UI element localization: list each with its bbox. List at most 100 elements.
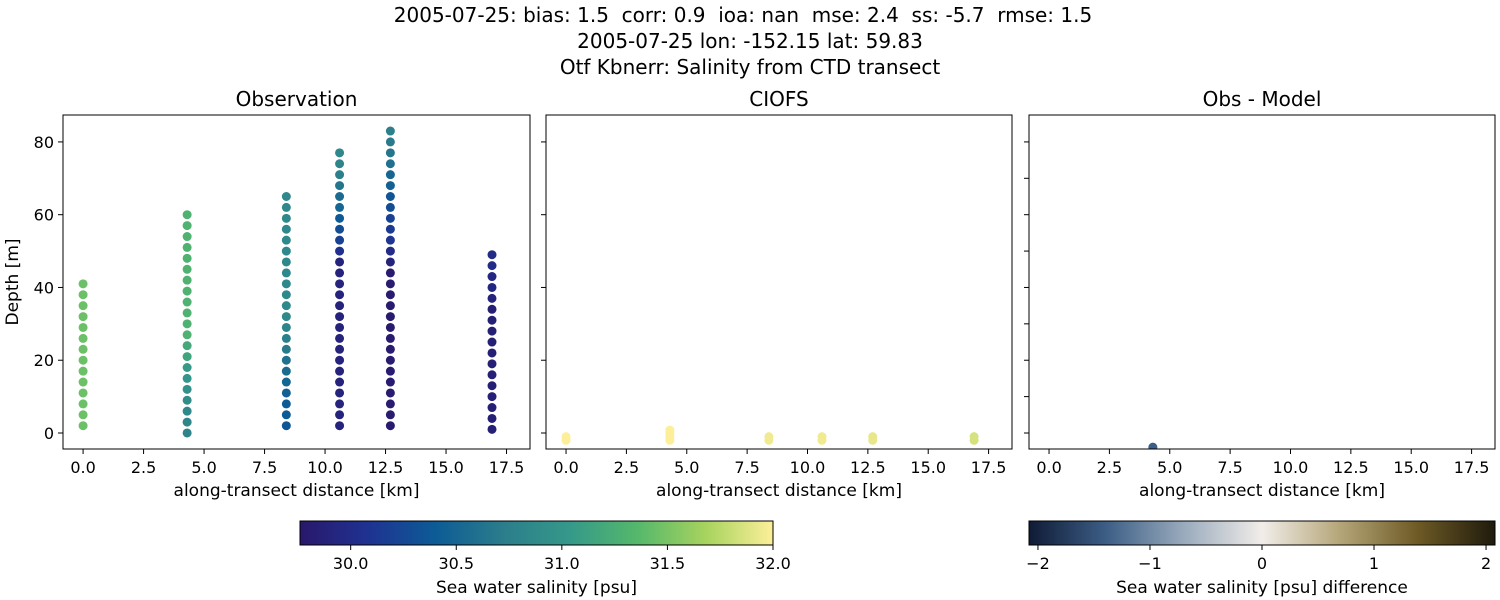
data-point [182,275,192,285]
data-point [487,337,497,347]
data-point [335,257,345,267]
data-point [182,221,192,231]
data-point [385,224,395,234]
data-point [487,272,497,282]
data-point [335,301,345,311]
data-point [182,253,192,263]
data-point [182,330,192,340]
data-point [78,301,88,311]
x-tick-label: 5.0 [674,458,699,477]
data-point [281,333,291,343]
data-point [78,377,88,387]
data-point [335,399,345,409]
plot-frame [62,114,531,450]
x-axis-label: along-transect distance [km] [656,481,902,501]
data-point [385,213,395,223]
data-point [281,421,291,431]
data-point [385,388,395,398]
data-point [385,279,395,289]
data-point [281,202,291,212]
plot-frame [545,114,1013,450]
data-point [385,301,395,311]
x-tick-label: 10.0 [790,458,826,477]
data-point [487,359,497,369]
data-point [182,264,192,274]
data-point [281,257,291,267]
colorbar-tick-label: 30.0 [333,554,369,573]
data-point [385,290,395,300]
data-point [182,406,192,416]
x-axis-label: along-transect distance [km] [1139,481,1385,501]
data-point [385,137,395,147]
data-point [78,355,88,365]
x-tick-label: 5.0 [191,458,216,477]
data-point [281,279,291,289]
data-point [385,312,395,322]
data-point [182,417,192,427]
scatter-points [1148,442,1158,449]
data-point [335,333,345,343]
data-point [335,235,345,245]
x-tick-label: 17.5 [1454,458,1490,477]
data-point [487,282,497,292]
data-point [281,213,291,223]
x-tick-label: 5.0 [1157,458,1182,477]
data-point [182,363,192,373]
colorbar-tick-label: 1 [1369,554,1379,573]
data-point [281,344,291,354]
data-point [182,242,192,252]
data-point [182,384,192,394]
data-point [385,148,395,158]
data-point [335,279,345,289]
data-point [335,322,345,332]
data-point [487,293,497,303]
data-point [78,399,88,409]
data-point [281,410,291,420]
data-point [335,344,345,354]
plot-frame [1028,114,1496,450]
data-point [335,181,345,191]
data-point [385,366,395,376]
data-point [335,268,345,278]
y-tick-label: 0 [44,424,54,443]
data-point [385,246,395,256]
x-tick-label: 10.0 [1273,458,1309,477]
x-tick-label: 7.5 [252,458,277,477]
data-point [182,352,192,362]
data-point [385,344,395,354]
colorbar-tick-label: 0 [1257,554,1267,573]
data-point [385,421,395,431]
colorbar-label: Sea water salinity [psu] [436,578,637,598]
x-tick-label: 12.5 [850,458,886,477]
data-point [487,348,497,358]
data-point [385,399,395,409]
data-point [385,126,395,136]
data-point [281,290,291,300]
x-tick-label: 17.5 [971,458,1007,477]
data-point [182,395,192,405]
data-point [385,202,395,212]
x-tick-label: 7.5 [734,458,759,477]
data-point [78,344,88,354]
data-point [665,425,675,435]
data-point [969,432,979,442]
x-tick-label: 2.5 [1097,458,1122,477]
data-point [487,250,497,260]
x-tick-label: 2.5 [131,458,156,477]
data-point [281,388,291,398]
data-point [78,322,88,332]
data-point [78,366,88,376]
data-point [868,432,878,442]
data-point [385,159,395,169]
panel-title: CIOFS [749,87,808,111]
colorbar [299,520,774,546]
data-point [281,377,291,387]
data-point [78,312,88,322]
data-point [487,261,497,271]
colorbar-label: Sea water salinity [psu] difference [1116,578,1408,598]
data-point [335,202,345,212]
data-point [561,432,571,442]
colorbar-tick-label: 2 [1481,554,1491,573]
data-point [182,210,192,220]
colorbar-tick-label: −2 [1026,554,1050,573]
